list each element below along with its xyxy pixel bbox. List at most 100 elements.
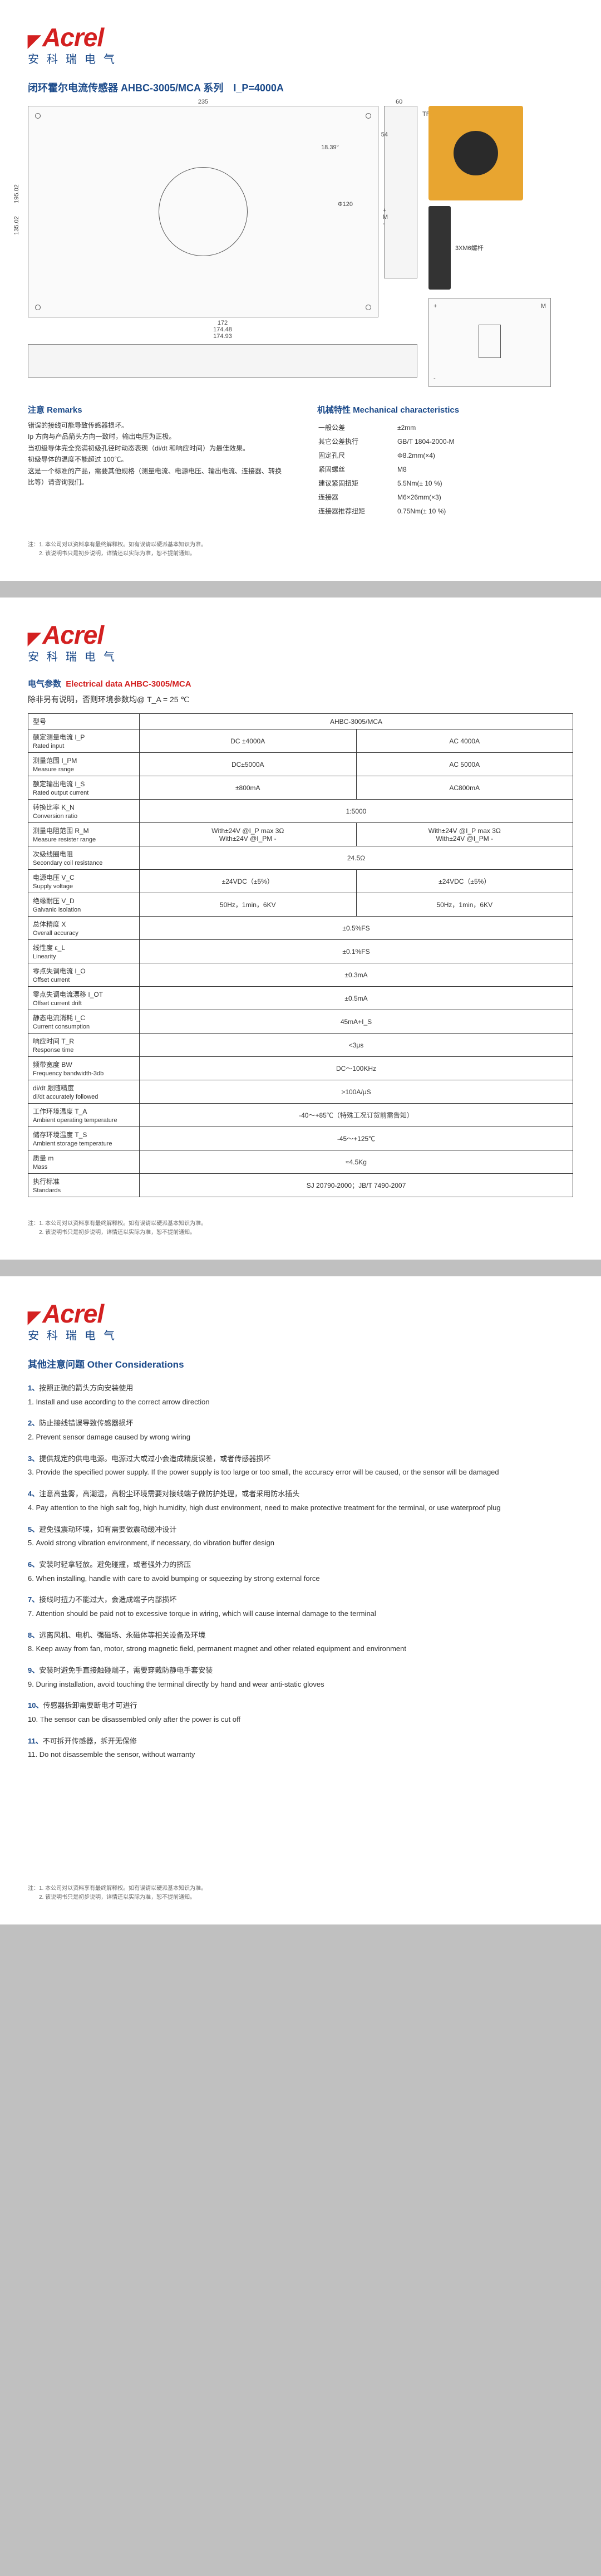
side-view-drawing: 60 TP <box>384 106 417 278</box>
front-view-drawing: 235 195.02 135.02 18.39° 54 Φ120 +M- <box>28 106 378 317</box>
mech-label: 建议紧固扭矩 <box>318 477 396 489</box>
page-2: Acrel 安科瑞电气 电气参数 Electrical data AHBC-30… <box>0 598 601 1260</box>
logo-sub: 安科瑞电气 <box>28 50 573 66</box>
consideration-item: 7、接线时扭力不能过大，会造成端子内部损坏7. Attention should… <box>28 1593 573 1620</box>
spec-val: AC 4000A <box>356 729 573 753</box>
logo-sub: 安科瑞电气 <box>28 1326 573 1343</box>
connection-diagram: + M - <box>428 298 551 387</box>
spec-val: 45mA+I_S <box>140 1010 573 1034</box>
diagram-area: 235 195.02 135.02 18.39° 54 Φ120 +M- 60 … <box>28 106 573 387</box>
consideration-item: 2、防止接线错误导致传感器损坏2. Prevent sensor damage … <box>28 1417 573 1444</box>
spec-val: ±0.5%FS <box>140 917 573 940</box>
spec-label: 额定输出电流 I_SRated output current <box>28 776 140 800</box>
model-val: AHBC-3005/MCA <box>140 714 573 729</box>
spec-label: 储存环境温度 T_SAmbient storage temperature <box>28 1127 140 1150</box>
considerations-list: 1、按照正确的箭头方向安装使用1. Install and use accord… <box>28 1382 573 1762</box>
considerations-title: 其他注意问题 Other Considerations <box>28 1356 573 1370</box>
spec-label: 绝缘耐压 V_DGalvanic isolation <box>28 893 140 917</box>
spec-val: AC800mA <box>356 776 573 800</box>
page-3: Acrel 安科瑞电气 其他注意问题 Other Considerations … <box>0 1276 601 1924</box>
spec-val: ±24VDC（±5%） <box>356 870 573 893</box>
spec-val: 50Hz，1min，6KV <box>140 893 357 917</box>
spec-note: 除非另有说明，否则环境参数均@ T_A = 25 ℃ <box>28 694 573 705</box>
spec-label: di/dt 跟随精度di/dt accurately followed <box>28 1080 140 1104</box>
mech-val: M6×26mm(×3) <box>397 491 572 503</box>
mech-label: 紧固螺丝 <box>318 463 396 476</box>
screw-label: 3XM6螺杆 <box>455 243 484 252</box>
spec-val: 24.5Ω <box>140 846 573 870</box>
remarks-body: 错误的接线可能导致传感器损坏。 Ip 方向与产品箭头方向一致时，输出电压为正极。… <box>28 420 284 488</box>
logo-main: Acrel <box>28 1299 104 1329</box>
logo: Acrel 安科瑞电气 <box>28 620 573 664</box>
page-title: 闭环霍尔电流传感器 AHBC-3005/MCA 系列 I_P=4000A <box>28 80 573 95</box>
spec-label: 测量范围 I_PMMeasure range <box>28 753 140 776</box>
mech-label: 一般公差 <box>318 421 396 434</box>
mech-label: 连接器 <box>318 491 396 503</box>
spec-val: AC 5000A <box>356 753 573 776</box>
spec-val: DC～100KHz <box>140 1057 573 1080</box>
footnote: 注：1. 本公司对以资料享有最终解释权。如有误请以硬派基本知识为准。 2. 该说… <box>28 1884 573 1902</box>
mech-head: 机械特性 Mechanical characteristics <box>317 404 573 415</box>
consideration-item: 9、安装时避免手直接触碰端子，需要穿戴防静电手套安装9. During inst… <box>28 1664 573 1691</box>
product-photo <box>428 106 523 200</box>
consideration-item: 8、远离风机、电机、强磁场、永磁体等相关设备及环境8. Keep away fr… <box>28 1629 573 1656</box>
spec-val: -45～+125℃ <box>140 1127 573 1150</box>
spec-label: 零点失调电流 I_OOffset current <box>28 963 140 987</box>
consideration-item: 5、避免强震动环境，如有需要做震动缓冲设计5. Avoid strong vib… <box>28 1523 573 1550</box>
spec-label: 零点失调电流漂移 I_OTOffset current drift <box>28 987 140 1010</box>
spec-label: 静态电流消耗 I_CCurrent consumption <box>28 1010 140 1034</box>
product-side-photo <box>428 206 451 290</box>
logo-main: Acrel <box>28 620 104 650</box>
mech-col: 机械特性 Mechanical characteristics 一般公差±2mm… <box>317 404 573 518</box>
spec-val: ±0.3mA <box>140 963 573 987</box>
spec-val: <3μs <box>140 1034 573 1057</box>
model-label: 型号 <box>28 714 140 729</box>
spec-label: 执行标准Standards <box>28 1174 140 1197</box>
spec-label: 额定测量电流 I_PRated input <box>28 729 140 753</box>
consideration-item: 4、注意高盐雾，高潮湿，高粉尘环境需要对接线端子做防护处理，或者采用防水插头4.… <box>28 1487 573 1515</box>
spec-label: 测量电阻范围 R_MMeasure resister range <box>28 823 140 846</box>
mech-label: 其它公差执行 <box>318 435 396 448</box>
spec-label: 线性度 ε_LLinearity <box>28 940 140 963</box>
spec-val: -40～+85℃（特殊工况订货前需告知） <box>140 1104 573 1127</box>
spec-val: ±800mA <box>140 776 357 800</box>
remarks-head: 注意 Remarks <box>28 404 284 415</box>
spec-title: 电气参数 Electrical data AHBC-3005/MCA <box>28 678 573 689</box>
spec-val: >100A/μS <box>140 1080 573 1104</box>
diagram-main: 235 195.02 135.02 18.39° 54 Φ120 +M- 60 … <box>28 106 417 378</box>
spec-val: DC±5000A <box>140 753 357 776</box>
consideration-item: 10、传感器拆卸需要断电才可进行10. The sensor can be di… <box>28 1699 573 1726</box>
spec-val: With±24V @I_P max 3Ω With±24V @I_PM - <box>356 823 573 846</box>
mech-table: 一般公差±2mm其它公差执行GB/T 1804-2000-M固定孔尺Φ8.2mm… <box>317 420 573 518</box>
spec-label: 工作环境温度 T_AAmbient operating temperature <box>28 1104 140 1127</box>
spec-val: ±0.5mA <box>140 987 573 1010</box>
mech-val: M8 <box>397 463 572 476</box>
spec-label: 次级线圈电阻Secondary coil resistance <box>28 846 140 870</box>
remarks-section: 注意 Remarks 错误的接线可能导致传感器损坏。 Ip 方向与产品箭头方向一… <box>28 404 573 518</box>
mech-val: 5.5Nm(± 10 %) <box>397 477 572 489</box>
footnote: 注：1. 本公司对以资料享有最终解释权。如有误请以硬派基本知识为准。 2. 该说… <box>28 1220 573 1237</box>
spec-val: With±24V @I_P max 3Ω With±24V @I_PM - <box>140 823 357 846</box>
spec-label: 质量 mMass <box>28 1150 140 1174</box>
logo: Acrel 安科瑞电气 <box>28 22 573 66</box>
spec-val: ±24VDC（±5%） <box>140 870 357 893</box>
bottom-view-drawing <box>28 344 417 378</box>
spec-label: 总体精度 XOverall accuracy <box>28 917 140 940</box>
diagram-side: 3XM6螺杆 + M - <box>428 106 573 387</box>
spec-val: DC ±4000A <box>140 729 357 753</box>
mech-val: 0.75Nm(± 10 %) <box>397 505 572 517</box>
spec-val: SJ 20790-2000；JB/T 7490-2007 <box>140 1174 573 1197</box>
spec-table: 型号 AHBC-3005/MCA 额定测量电流 I_PRated inputDC… <box>28 713 573 1197</box>
consideration-item: 6、安装时轻拿轻放。避免碰撞，或者强外力的挤压6. When installin… <box>28 1558 573 1585</box>
logo: Acrel 安科瑞电气 <box>28 1299 573 1343</box>
logo-main: Acrel <box>28 22 104 52</box>
spec-label: 响应时间 T_RResponse time <box>28 1034 140 1057</box>
mech-val: Φ8.2mm(×4) <box>397 449 572 462</box>
mech-label: 固定孔尺 <box>318 449 396 462</box>
spec-val: ±0.1%FS <box>140 940 573 963</box>
mech-val: ±2mm <box>397 421 572 434</box>
page-1: Acrel 安科瑞电气 闭环霍尔电流传感器 AHBC-3005/MCA 系列 I… <box>0 0 601 581</box>
mech-val: GB/T 1804-2000-M <box>397 435 572 448</box>
spec-label: 转换比率 K_NConversion ratio <box>28 800 140 823</box>
spec-val: ≈4.5Kg <box>140 1150 573 1174</box>
